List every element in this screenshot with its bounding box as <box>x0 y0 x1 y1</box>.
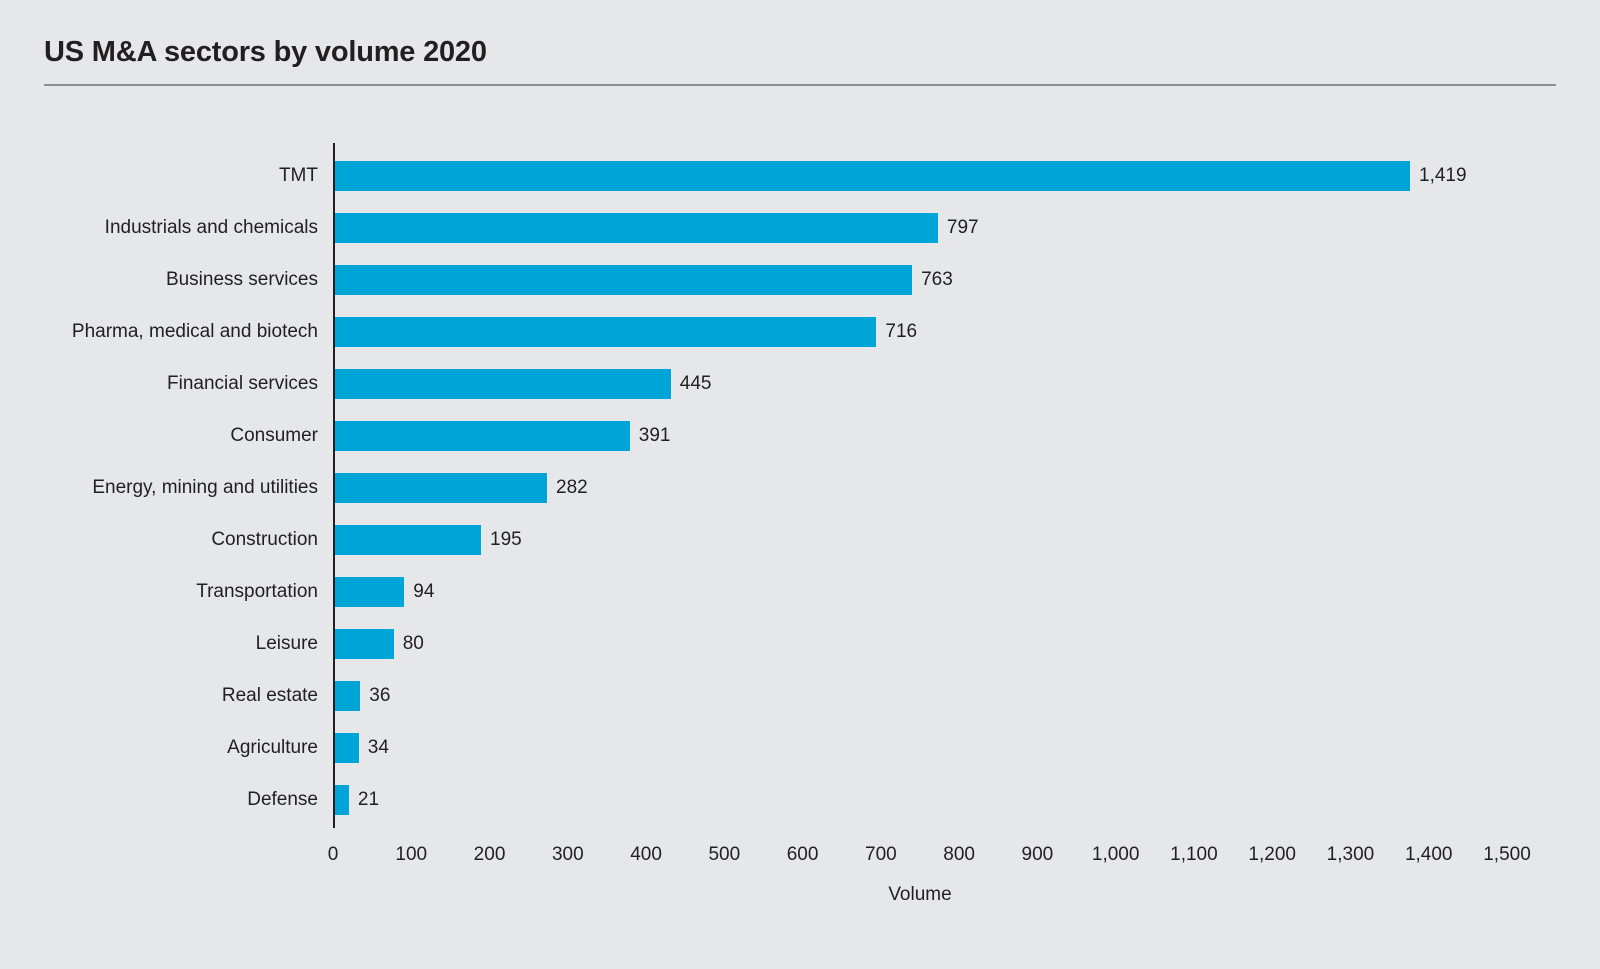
bar-track: 36 <box>333 681 1600 711</box>
value-label: 34 <box>367 737 389 758</box>
bar-row: Agriculture 34 <box>0 722 1600 774</box>
bar-chart: TMT 1,419 Industrials and chemicals 797 Busi… <box>0 143 1600 906</box>
y-axis-line <box>333 143 335 828</box>
bar-row: Transportation 94 <box>0 566 1600 618</box>
bar <box>333 421 630 451</box>
bar-track: 797 <box>333 213 1600 243</box>
value-label: 391 <box>638 425 671 446</box>
x-tick-label: 1,200 <box>1248 844 1296 865</box>
bar-track: 21 <box>333 785 1600 815</box>
bar-row: TMT 1,419 <box>0 150 1600 202</box>
bar-row: Business services 763 <box>0 254 1600 306</box>
bar-track: 94 <box>333 577 1600 607</box>
value-label: 716 <box>885 321 918 342</box>
value-label: 763 <box>921 269 953 290</box>
x-tick-label: 100 <box>395 844 428 865</box>
x-tick-label: 1,300 <box>1326 844 1375 865</box>
value-label: 282 <box>556 477 588 498</box>
x-tick-label: 1,100 <box>1170 844 1218 865</box>
x-tick-label: 500 <box>708 844 741 865</box>
bar <box>333 577 405 607</box>
category-label: Financial services <box>167 373 318 394</box>
value-label: 36 <box>369 685 391 706</box>
bar-row: Energy, mining and utilities 282 <box>0 462 1600 514</box>
x-axis-title: Volume <box>888 884 952 905</box>
x-tick-label: 1,400 <box>1404 844 1453 865</box>
category-label: Consumer <box>230 425 318 446</box>
category-label: Construction <box>211 529 318 550</box>
bar <box>333 265 913 295</box>
chart-title: US M&A sectors by volume 2020 <box>44 36 487 68</box>
bar-row: Financial services 445 <box>0 358 1600 410</box>
bar-rows: TMT 1,419 Industrials and chemicals 797 Busi… <box>0 143 1600 828</box>
category-label: TMT <box>278 165 318 186</box>
x-tick-label: 700 <box>865 844 897 865</box>
bar <box>333 369 671 399</box>
category-label: Real estate <box>221 685 318 706</box>
category-label: Defense <box>247 789 318 810</box>
x-tick-label: 1,000 <box>1091 844 1140 865</box>
bar <box>333 785 349 815</box>
category-label: Industrials and chemicals <box>104 217 318 238</box>
category-label: Transportation <box>196 581 318 602</box>
bar <box>333 317 877 347</box>
bar-row: Industrials and chemicals 797 <box>0 202 1600 254</box>
bar-row: Construction 195 <box>0 514 1600 566</box>
category-label: Pharma, medical and biotech <box>71 321 318 342</box>
bar-row: Defense 21 <box>0 774 1600 826</box>
value-label: 195 <box>490 529 522 550</box>
value-label: 1,419 <box>1419 165 1467 186</box>
bar <box>333 733 359 763</box>
value-label: 21 <box>357 789 380 810</box>
x-axis: 0 100 200 300 400 500 600 700 800 900 1,000 1,100 1,… <box>328 844 1531 868</box>
bar-row: Leisure 80 <box>0 618 1600 670</box>
bar <box>333 681 361 711</box>
x-tick-label: 0 <box>327 844 339 865</box>
bar-track: 80 <box>333 629 1600 659</box>
bar-row: Consumer 391 <box>0 410 1600 462</box>
bar <box>333 629 394 659</box>
value-label: 94 <box>413 581 435 602</box>
category-label: Energy, mining and utilities <box>92 477 318 498</box>
value-label: 445 <box>679 373 712 394</box>
bar-track: 282 <box>333 473 1600 503</box>
bar <box>333 525 481 555</box>
value-label: 797 <box>946 217 979 238</box>
x-tick-label: 300 <box>551 844 584 865</box>
title-divider <box>44 84 1556 86</box>
x-tick-label: 1,500 <box>1483 844 1531 865</box>
bar-track: 1,419 <box>333 161 1600 191</box>
bar-track: 716 <box>333 317 1600 347</box>
x-tick-label: 400 <box>630 844 662 865</box>
bar-track: 195 <box>333 525 1600 555</box>
category-label: Agriculture <box>227 737 318 758</box>
category-label: Leisure <box>255 633 318 654</box>
bar <box>333 213 938 243</box>
x-tick-label: 800 <box>943 844 975 865</box>
value-label: 80 <box>402 633 424 654</box>
bar-track: 391 <box>333 421 1600 451</box>
bar <box>333 161 1410 191</box>
bar-row: Pharma, medical and biotech 716 <box>0 306 1600 358</box>
bar <box>333 473 547 503</box>
x-tick-label: 900 <box>1021 844 1054 865</box>
bar-track: 763 <box>333 265 1600 295</box>
bar-track: 445 <box>333 369 1600 399</box>
x-tick-label: 600 <box>786 844 819 865</box>
category-label: Business services <box>165 269 318 290</box>
x-tick-label: 200 <box>473 844 506 865</box>
bar-track: 34 <box>333 733 1600 763</box>
bar-row: Real estate 36 <box>0 670 1600 722</box>
